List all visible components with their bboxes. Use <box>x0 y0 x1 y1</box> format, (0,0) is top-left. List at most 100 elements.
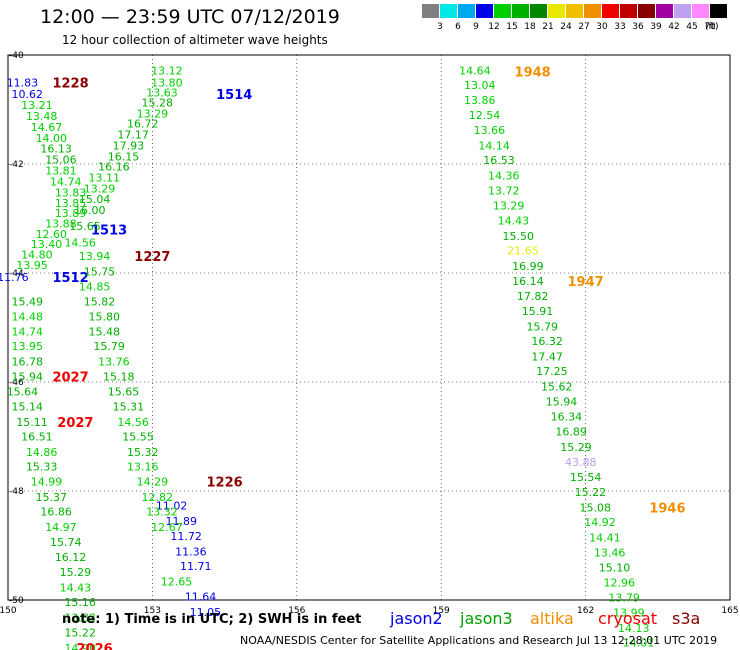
y-tick-label: -40 <box>9 51 24 61</box>
jason3-swh-value: 15.11 <box>16 416 48 429</box>
jason2-swh-value: 11.02 <box>156 500 188 513</box>
jason3-swh-value: 13.94 <box>79 250 111 263</box>
color-scale-label: 39 <box>650 22 662 32</box>
chart-title: 12:00 — 23:59 UTC 07/12/2019 <box>40 6 340 28</box>
color-scale-label: 12 <box>488 22 500 32</box>
jason3-swh-value: 14.67 <box>31 121 63 134</box>
jason3-swh-value: 14.90 <box>64 642 96 650</box>
jason2-swh-value: 11.76 <box>0 271 29 284</box>
jason3-swh-value: 13.40 <box>31 238 63 251</box>
jason3-swh-value: 15.28 <box>141 96 173 109</box>
color-scale-label: 30 <box>596 22 608 32</box>
jason3-swh-value: 14.48 <box>12 311 44 324</box>
jason2-swh-value: 11.64 <box>185 591 217 604</box>
jason3-swh-value: 14.56 <box>117 416 149 429</box>
color-scale-swatch <box>530 4 548 18</box>
jason3-swh-value: 17.25 <box>536 365 568 378</box>
s3a-time-label: 1227 <box>134 250 170 265</box>
cryosat-time-label: 2026 <box>77 642 113 650</box>
jason3-swh-value: 15.91 <box>522 305 554 318</box>
color-scale-swatch <box>602 4 620 18</box>
jason3-swh-value: 13.12 <box>151 64 183 77</box>
jason3-swh-value: 15.74 <box>50 536 82 549</box>
jason3-swh-value: 16.15 <box>108 150 140 163</box>
jason2-swh-value: 11.05 <box>190 606 222 619</box>
legend-cryosat: cryosat <box>598 609 658 628</box>
jason3-swh-value: 16.86 <box>40 506 72 519</box>
legend-jason3: jason3 <box>460 609 513 628</box>
y-tick-label: -42 <box>9 160 24 170</box>
color-scale-label: 33 <box>614 22 626 32</box>
jason3-swh-value: 14.36 <box>488 169 520 182</box>
jason3-swh-value: 16.13 <box>40 143 72 156</box>
jason3-swh-value: 16.12 <box>55 551 87 564</box>
jason3-swh-value: 14.43 <box>498 215 530 228</box>
x-tick-label: 153 <box>144 606 161 616</box>
jason3-swh-value: 13.32 <box>146 506 178 519</box>
jason3-swh-value: 13.29 <box>137 107 169 120</box>
jason3-swh-value: 16.53 <box>483 154 515 167</box>
jason3-swh-value: 13.04 <box>464 79 496 92</box>
jason3-swh-value: 15.16 <box>64 596 96 609</box>
jason3-swh-value: 15.80 <box>89 311 121 324</box>
jason3-swh-value: 15.37 <box>36 491 68 504</box>
jason3-swh-value: 13.81 <box>45 165 77 178</box>
jason2-time-label: 1514 <box>216 88 252 103</box>
color-scale-label: 18 <box>524 22 536 32</box>
jason3-swh-value: 21.65 <box>507 245 539 258</box>
jason3-swh-value: 15.55 <box>122 431 154 444</box>
jason3-swh-value: 16.89 <box>555 426 587 439</box>
jason3-swh-value: 13.66 <box>474 124 506 137</box>
jason3-swh-value: 12.60 <box>36 228 68 241</box>
jason3-swh-value: 16.72 <box>127 118 159 131</box>
jason3-swh-value: 17.17 <box>117 129 149 142</box>
altika-time-label: 1948 <box>515 65 551 80</box>
jason3-swh-value: 13.88 <box>45 217 77 230</box>
color-scale-swatch <box>512 4 530 18</box>
jason3-swh-value: 13.85 <box>55 197 87 210</box>
jason3-swh-value: 17.93 <box>113 139 145 152</box>
color-scale-swatch <box>422 4 440 18</box>
jason3-swh-value: 15.82 <box>84 295 116 308</box>
jason2-swh-value: 11.72 <box>170 530 202 543</box>
legend-jason2: jason2 <box>390 609 443 628</box>
jason3-swh-value: 14.64 <box>459 64 491 77</box>
jason3-swh-value: 13.63 <box>146 87 178 100</box>
jason3-swh-value: 17.47 <box>531 350 563 363</box>
jason3-swh-value: 13.79 <box>608 591 640 604</box>
jason2-swh-value: 11.71 <box>180 560 212 573</box>
jason3-swh-value: 13.16 <box>127 460 159 473</box>
jason3-swh-value: 13.86 <box>464 94 496 107</box>
jason3-swh-value: 13.76 <box>98 355 130 368</box>
jason3-swh-value: 14.74 <box>50 175 82 188</box>
jason3-swh-value: 13.48 <box>26 110 58 123</box>
x-tick-label: 156 <box>288 606 305 616</box>
jason3-swh-value: 12.54 <box>469 109 501 122</box>
color-scale-swatch <box>494 4 512 18</box>
jason3-swh-value: 14.29 <box>137 476 169 489</box>
color-scale-label: 27 <box>578 22 590 32</box>
color-scale-label: 24 <box>560 22 572 32</box>
color-scale-unit: (ft) <box>705 22 719 32</box>
jason3-swh-value: 15.94 <box>12 371 44 384</box>
s3a-time-label: 1228 <box>52 76 88 91</box>
jason3-swh-value: 15.18 <box>103 371 135 384</box>
color-scale-label: 6 <box>455 22 461 32</box>
jason3-swh-value: 17.82 <box>517 290 549 303</box>
color-scale-swatch <box>476 4 494 18</box>
jason3-swh-value: 15.29 <box>60 566 92 579</box>
color-scale-swatch <box>620 4 638 18</box>
jason3-swh-value: 15.33 <box>26 460 58 473</box>
jason3-swh-value: 13.29 <box>84 183 116 196</box>
jason3-swh-value: 14.43 <box>60 581 92 594</box>
color-scale-swatch <box>638 4 656 18</box>
jason3-swh-value: 13.72 <box>488 185 520 198</box>
y-tick-label: -46 <box>9 378 24 388</box>
color-scale-label: 9 <box>473 22 479 32</box>
color-scale-label: 3 <box>437 22 443 32</box>
jason3-swh-value: 12.65 <box>161 575 193 588</box>
jason3-swh-value: 15.32 <box>127 446 159 459</box>
jason3-swh-value: 15.22 <box>575 486 607 499</box>
jason3-swh-value: 16.16 <box>98 161 130 174</box>
jason3-swh-value: 15.65 <box>69 220 101 233</box>
